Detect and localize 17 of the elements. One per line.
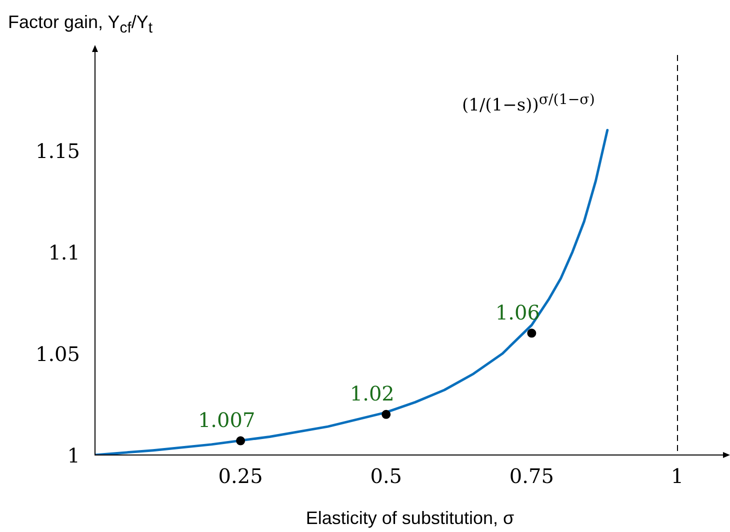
data-label: 1.007 xyxy=(198,408,256,432)
data-label: 1.06 xyxy=(495,300,540,324)
point xyxy=(527,328,536,338)
data-label: 1.02 xyxy=(350,382,394,406)
y-tick-label: 1.05 xyxy=(35,342,80,366)
x-tick-label: 0.25 xyxy=(218,464,263,488)
y-tick-label: 1.15 xyxy=(35,139,80,164)
annotation: (1/(1−s))$^{σ/(1−σ)}$ xyxy=(462,92,595,116)
x-tick-label: 0.5 xyxy=(370,464,402,488)
x-tick-label: 1 xyxy=(670,464,684,488)
point xyxy=(236,436,246,446)
y-tick-label: 1 xyxy=(67,444,80,468)
y-axis-title: Factor gain, Y$_{cf}$/Y$_{t}$ xyxy=(8,12,153,37)
x-tick-label: 0.75 xyxy=(509,464,554,488)
point xyxy=(382,410,391,419)
x-axis-title: Elasticity of substitution, σ xyxy=(306,508,514,529)
y-tick-label: 1.1 xyxy=(48,240,80,265)
